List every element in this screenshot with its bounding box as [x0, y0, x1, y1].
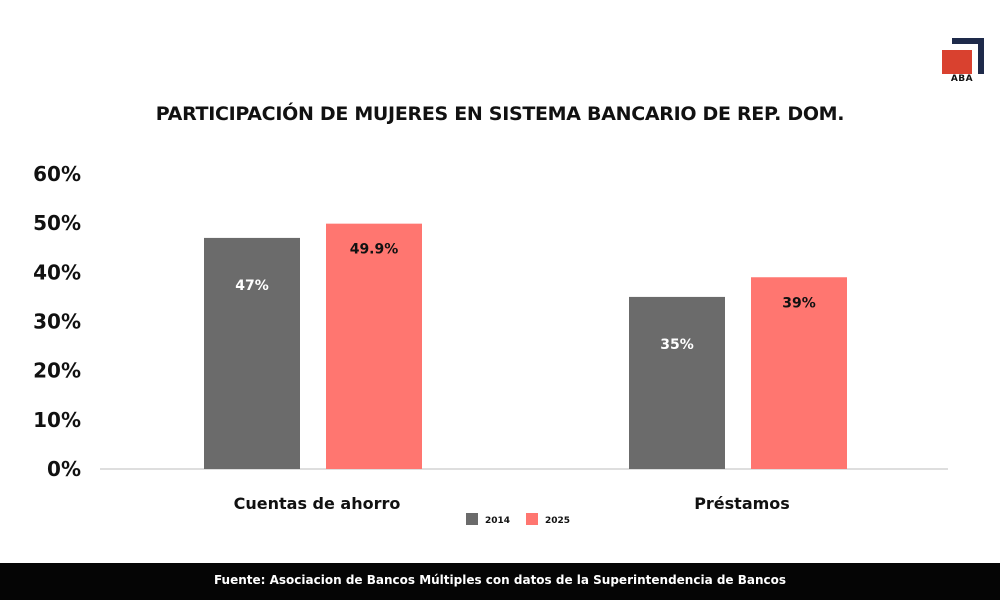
- legend-swatch: [526, 513, 538, 525]
- y-tick-label: 0%: [47, 457, 81, 481]
- source-note: Fuente: Asociacion de Bancos Múltiples c…: [213, 573, 787, 587]
- data-label: 47%: [235, 278, 269, 294]
- y-tick-label: 60%: [33, 162, 81, 186]
- logo-text: ABA: [950, 74, 974, 84]
- data-label: 49.9%: [350, 242, 399, 258]
- bar: [326, 223, 422, 469]
- legend-label: 2025: [545, 516, 570, 526]
- legend-swatch: [466, 513, 478, 525]
- data-label: 39%: [782, 295, 816, 311]
- x-category-label: Cuentas de ahorro: [234, 494, 401, 513]
- bar-chart: 0% 10% 20% 30% 40% 50% 60% 47% 35% 49.9% 39% Cuenta…: [33, 162, 948, 526]
- y-tick-label: 40%: [33, 260, 81, 284]
- y-tick-label: 20%: [33, 359, 81, 383]
- x-category-label: Préstamos: [694, 494, 790, 513]
- chart-title: PARTICIPACIÓN DE MUJERES EN SISTEMA BANC…: [155, 103, 845, 125]
- logo-corner-mark: [952, 38, 984, 74]
- bar: [204, 237, 300, 469]
- y-tick-label: 30%: [33, 310, 81, 334]
- bar: [751, 277, 847, 469]
- legend-label: 2014: [485, 516, 510, 526]
- logo-square: [942, 50, 972, 74]
- y-tick-label: 10%: [33, 408, 81, 432]
- y-tick-label: 50%: [33, 211, 81, 235]
- footer-bar: Fuente: Asociacion de Bancos Múltiples c…: [0, 563, 1000, 600]
- aba-logo-icon: [942, 38, 984, 74]
- data-label: 35%: [660, 337, 694, 353]
- bar: [629, 296, 725, 469]
